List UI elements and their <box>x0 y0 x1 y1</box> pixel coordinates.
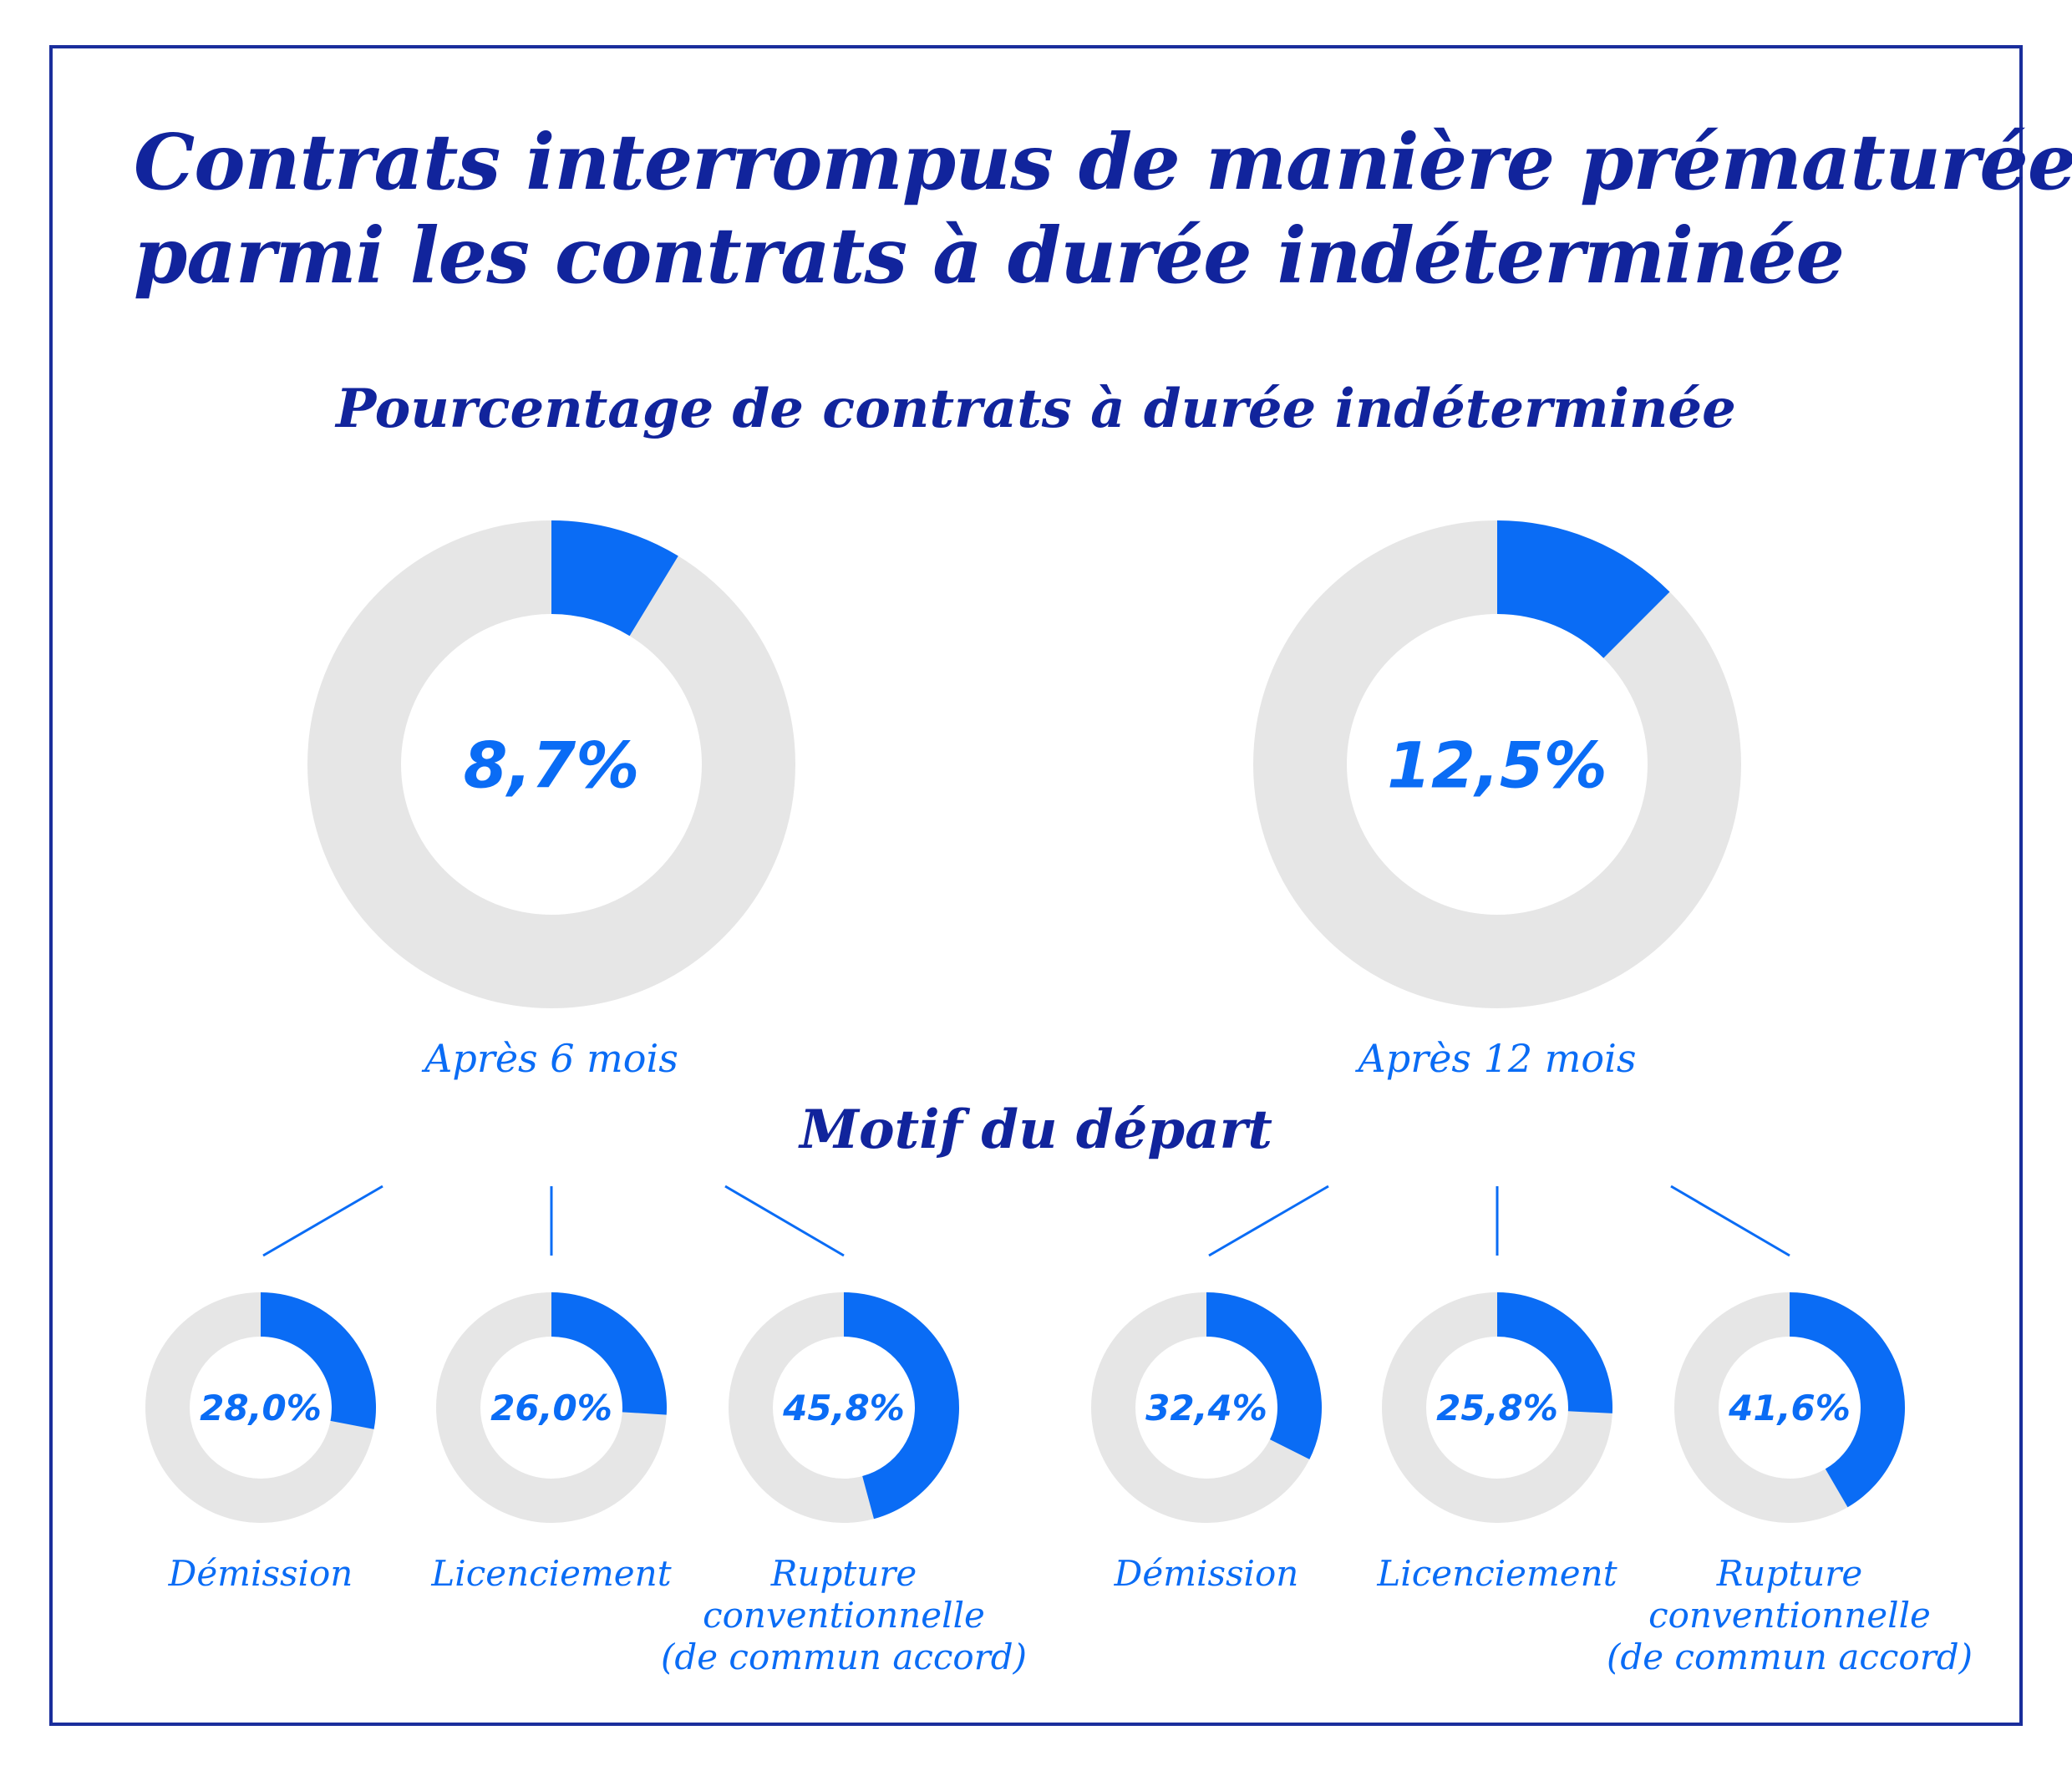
group-2-reason-1-label: Démission <box>1114 1553 1299 1594</box>
group-2-period-label: Après 12 mois <box>1355 1036 1637 1081</box>
group-2-reason-3-label-line-3: (de commun accord) <box>1607 1636 1973 1677</box>
group-1-reason-3-label-line-1: Rupture <box>770 1553 917 1594</box>
group-2-reason-2-label-line-1: Licenciement <box>1376 1553 1617 1594</box>
group-2-reason-3-label-line-1: Rupture <box>1716 1553 1862 1594</box>
group-2-main-donut-slice <box>1497 520 1670 658</box>
group-1-reason-3-donut-slice <box>844 1292 959 1520</box>
title-line-2: parmi les contrats à durée indéterminée <box>134 211 1845 301</box>
frame-border <box>49 45 2023 1726</box>
group-1-reason-2-label-line-1: Licenciement <box>430 1553 671 1594</box>
group-1-reason-1-donut-value-label: 28,0% <box>200 1388 322 1428</box>
title-line-1: Contrats interrompus de manière prématur… <box>134 117 2072 207</box>
group-1-reason-2-label: Licenciement <box>430 1553 671 1594</box>
group-1-main-donut-value-label: 8,7% <box>464 728 640 802</box>
motif-title: Motif du départ <box>800 1099 1272 1161</box>
group-2-reason-3-donut-value-label: 41,6% <box>1728 1388 1851 1428</box>
group-1-main-donut-slice <box>551 520 678 637</box>
group-1-reason-3-label: Rupture conventionnelle (de commun accord) <box>661 1553 1027 1677</box>
group-1-reason-3-donut-value-label: 45,8% <box>782 1388 905 1428</box>
group-2-connector-3 <box>1670 1185 1790 1257</box>
group-1-reason-3-label-line-2: conventionnelle <box>703 1595 985 1636</box>
group-2-reason-2-donut-slice <box>1497 1292 1612 1413</box>
group-2-reason-2-label: Licenciement <box>1376 1553 1617 1594</box>
group-1-reason-1-label: Démission <box>168 1553 353 1594</box>
group-2-reason-2-donut-value-label: 25,8% <box>1436 1388 1558 1428</box>
group-1-reason-2-donut-slice <box>551 1292 667 1415</box>
group-2-reason-1-donut-slice <box>1206 1292 1322 1459</box>
group-2-main-donut-value-label: 12,5% <box>1387 728 1607 802</box>
group-2-reason-1-donut-value-label: 32,4% <box>1145 1388 1267 1428</box>
subtitle: Pourcentage de contrats à durée indéterm… <box>336 378 1736 440</box>
group-2-reason-3-donut-slice <box>1790 1292 1905 1508</box>
group-2-reason-3-label: Rupture conventionnelle (de commun accord) <box>1607 1553 1973 1677</box>
group-1-period-label: Après 6 mois <box>421 1036 678 1081</box>
group-1-reason-1-donut-slice <box>261 1292 376 1429</box>
group-1-reason-2-donut-value-label: 26,0% <box>490 1388 612 1428</box>
group-2-reason-3-label-line-2: conventionnelle <box>1648 1595 1931 1636</box>
group-1-reason-3-label-line-3: (de commun accord) <box>661 1636 1027 1677</box>
group-1-connector-3 <box>724 1185 845 1257</box>
group-2-connector-1 <box>1208 1185 1329 1257</box>
group-1-reason-1-label-line-1: Démission <box>168 1553 353 1594</box>
group-1-connector-1 <box>262 1185 383 1257</box>
group-2-reason-1-label-line-1: Démission <box>1114 1553 1299 1594</box>
